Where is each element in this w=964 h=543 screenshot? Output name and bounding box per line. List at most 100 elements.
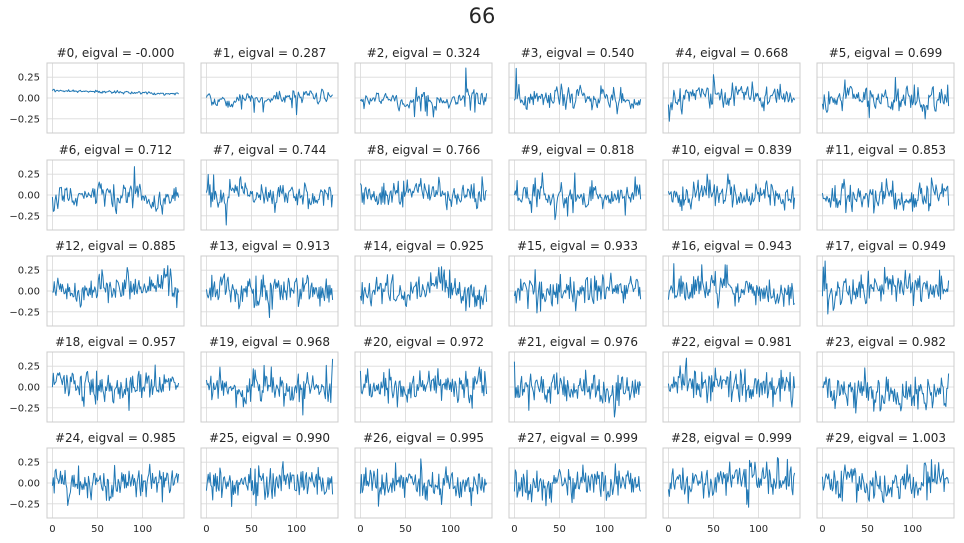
axes-frame — [508, 255, 647, 327]
x-tick-label: 100 — [287, 524, 306, 535]
subplot-title-28: #28, eigval = 0.999 — [671, 431, 792, 445]
series-line-14 — [359, 266, 488, 312]
subplot-11: #11, eigval = 0.853 — [816, 143, 955, 231]
subplot-title-20: #20, eigval = 0.972 — [363, 335, 484, 349]
axes-frame — [200, 159, 339, 231]
subplot-title-0: #0, eigval = -0.000 — [57, 46, 175, 60]
subplot-23: #23, eigval = 0.982 — [816, 335, 955, 423]
axes-frame — [662, 447, 801, 519]
series-line-27 — [513, 463, 642, 507]
axes-frame — [816, 351, 955, 423]
axes-frame — [662, 255, 801, 327]
axes-frame — [200, 447, 339, 519]
series-line-28 — [667, 457, 796, 508]
series-line-8 — [359, 176, 487, 211]
axes-frame — [46, 351, 185, 423]
subplot-title-22: #22, eigval = 0.981 — [671, 335, 792, 349]
axes-frame — [662, 351, 801, 423]
y-tick-label: 0.00 — [18, 383, 40, 394]
subplot-14: #14, eigval = 0.925 — [354, 239, 493, 327]
y-tick-label: 0.00 — [18, 479, 40, 490]
x-tick-label: 100 — [595, 524, 614, 535]
x-tick-label: 50 — [707, 524, 720, 535]
subplot-title-5: #5, eigval = 0.699 — [829, 46, 942, 60]
series-line-16 — [667, 263, 795, 309]
series-line-29 — [821, 459, 950, 503]
y-tick-label: −0.25 — [9, 499, 40, 510]
x-tick-label: 50 — [91, 524, 104, 535]
subplot-title-12: #12, eigval = 0.885 — [55, 239, 176, 253]
axes-frame — [354, 255, 493, 327]
axes-frame — [508, 351, 647, 423]
axes-frame — [508, 62, 647, 134]
subplot-3: #3, eigval = 0.540 — [508, 46, 647, 134]
axes-frame — [662, 159, 801, 231]
y-tick-label: −0.25 — [9, 211, 40, 222]
y-tick-label: 0.00 — [18, 191, 40, 202]
subplot-title-24: #24, eigval = 0.985 — [55, 431, 176, 445]
x-tick-label: 0 — [819, 524, 825, 535]
series-line-24 — [51, 463, 180, 507]
x-tick-label: 0 — [357, 524, 363, 535]
y-tick-label: 0.25 — [18, 362, 40, 373]
subplot-26: #26, eigval = 0.995 0 50 100 — [354, 431, 493, 535]
series-line-19 — [205, 358, 334, 416]
subplot-title-23: #23, eigval = 0.982 — [825, 335, 946, 349]
subplot-title-10: #10, eigval = 0.839 — [671, 143, 792, 157]
axes-frame — [662, 62, 801, 134]
axes-frame — [46, 447, 185, 519]
subplot-title-2: #2, eigval = 0.324 — [367, 46, 480, 60]
axes-frame — [200, 62, 339, 134]
y-tick-label: 0.25 — [18, 73, 40, 84]
subplot-title-14: #14, eigval = 0.925 — [363, 239, 484, 253]
axes-frame — [200, 255, 339, 327]
axes-frame — [816, 62, 955, 134]
axes-frame — [816, 159, 955, 231]
subplot-title-17: #17, eigval = 0.949 — [825, 239, 946, 253]
subplot-8: #8, eigval = 0.766 — [354, 143, 493, 231]
subplot-title-16: #16, eigval = 0.943 — [671, 239, 792, 253]
subplot-title-7: #7, eigval = 0.744 — [213, 143, 326, 157]
series-line-9 — [513, 172, 642, 221]
subplot-0: #0, eigval = -0.000 −0.25 0.00 0.25 — [9, 46, 185, 134]
series-line-7 — [205, 173, 334, 226]
subplot-17: #17, eigval = 0.949 — [816, 239, 955, 327]
subplot-1: #1, eigval = 0.287 — [200, 46, 339, 134]
series-line-11 — [821, 177, 950, 214]
subplot-28: #28, eigval = 0.999 0 50 100 — [662, 431, 801, 535]
series-line-21 — [513, 361, 642, 418]
axes-frame — [46, 62, 185, 134]
x-tick-label: 50 — [553, 524, 566, 535]
subplot-24: #24, eigval = 0.985 −0.25 0.00 0.25 0 50 100 — [9, 431, 185, 535]
subplot-title-13: #13, eigval = 0.913 — [209, 239, 330, 253]
axes-frame — [816, 447, 955, 519]
axes-frame — [354, 62, 493, 134]
y-tick-label: −0.25 — [9, 114, 40, 125]
series-line-2 — [359, 67, 488, 118]
subplot-7: #7, eigval = 0.744 — [200, 143, 339, 231]
subplot-title-29: #29, eigval = 1.003 — [825, 431, 946, 445]
series-line-18 — [51, 364, 180, 411]
axes-frame — [46, 255, 185, 327]
subplot-29: #29, eigval = 1.003 0 50 100 — [816, 431, 955, 535]
subplot-13: #13, eigval = 0.913 — [200, 239, 339, 327]
x-tick-label: 50 — [861, 524, 874, 535]
subplot-title-25: #25, eigval = 0.990 — [209, 431, 330, 445]
subplot-16: #16, eigval = 0.943 — [662, 239, 801, 327]
axes-frame — [508, 159, 647, 231]
series-line-5 — [821, 76, 950, 120]
figure-suptitle: 66 — [468, 4, 496, 28]
subplot-25: #25, eigval = 0.990 0 50 100 — [200, 431, 339, 535]
subplot-9: #9, eigval = 0.818 — [508, 143, 647, 231]
subplot-2: #2, eigval = 0.324 — [354, 46, 493, 134]
series-line-6 — [51, 166, 180, 215]
series-line-4 — [667, 74, 796, 122]
series-line-25 — [205, 461, 334, 507]
subplot-title-9: #9, eigval = 0.818 — [521, 143, 634, 157]
y-tick-label: 0.25 — [18, 170, 40, 181]
subplot-title-21: #21, eigval = 0.976 — [517, 335, 638, 349]
x-tick-label: 100 — [749, 524, 768, 535]
axes-frame — [46, 159, 185, 231]
series-line-17 — [821, 260, 950, 315]
